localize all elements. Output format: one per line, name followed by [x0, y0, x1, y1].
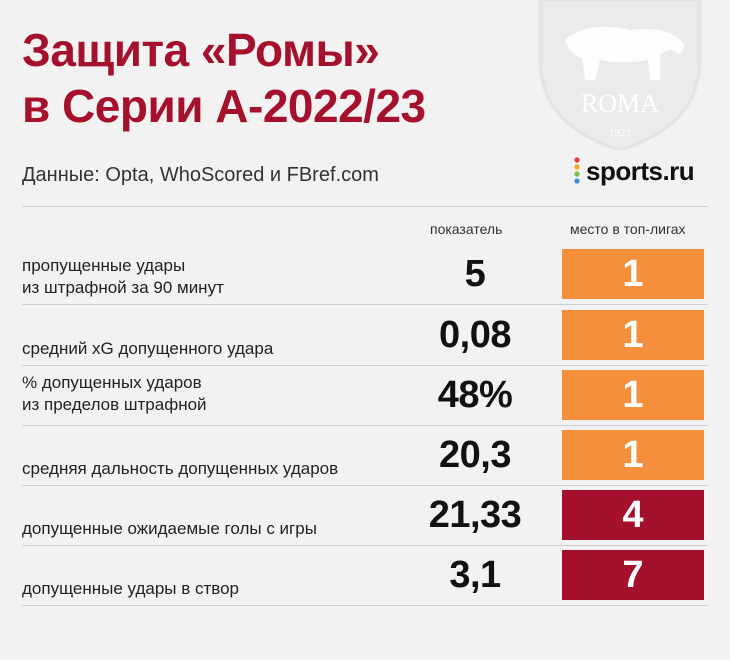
- row-label-line-2: из пределов штрафной: [22, 395, 207, 414]
- title-line-1: Защита «Ромы»: [22, 24, 380, 76]
- row-value: 48%: [437, 374, 513, 416]
- row-value: 0,08: [439, 314, 511, 356]
- row-divider: [22, 605, 708, 606]
- title-line-2: в Серии А-2022/23: [22, 80, 426, 132]
- brand-dots-icon: [574, 156, 580, 184]
- brand-name: sports.ru: [586, 156, 695, 186]
- row-label-line-2: допущенные ожидаемые голы с игры: [22, 519, 317, 538]
- column-header-value: показатель: [430, 221, 503, 237]
- rank-badge: 4: [562, 490, 704, 540]
- row-value: 5: [464, 253, 486, 295]
- row-divider: [22, 304, 708, 305]
- row-label-line-1: пропущенные удары: [22, 256, 186, 275]
- header-divider: [22, 206, 708, 207]
- row-label-line-2: допущенные удары в створ: [22, 579, 239, 598]
- data-source: Данные: Opta, WhoScored и FBref.com: [22, 164, 379, 186]
- table-row: % допущенных ударов из пределов штрафной 4…: [0, 366, 730, 424]
- table-row: пропущенные удары из штрафной за 90 минут…: [0, 245, 730, 303]
- row-divider: [22, 545, 708, 546]
- row-label-line-2: средний xG допущенного удара: [22, 339, 274, 358]
- page-title: Защита «Ромы» в Серии А-2022/23: [22, 22, 426, 134]
- row-divider: [22, 485, 708, 486]
- column-header-rank: место в топ-лигах: [570, 221, 686, 237]
- roma-crest-watermark: ROMA 1927: [538, 0, 702, 150]
- row-label-line-2: средняя дальность допущенных ударов: [22, 459, 339, 478]
- table-row: средняя дальность допущенных ударов 20,3 1: [0, 426, 730, 484]
- row-value: 20,3: [439, 434, 511, 476]
- rank-badge: 1: [562, 310, 704, 360]
- row-value: 3,1: [449, 554, 501, 596]
- table-row: допущенные удары в створ 3,1 7: [0, 546, 730, 604]
- row-label-line-2: из штрафной за 90 минут: [22, 278, 224, 297]
- rank-badge: 1: [562, 370, 704, 420]
- table-row: допущенные ожидаемые голы с игры 21,33 4: [0, 486, 730, 544]
- brand-logo: sports.ru: [572, 156, 695, 187]
- crest-text: ROMA: [581, 89, 659, 118]
- row-divider: [22, 425, 708, 426]
- row-label-line-1: % допущенных ударов: [22, 373, 202, 392]
- row-divider: [22, 365, 708, 366]
- rank-badge: 1: [562, 430, 704, 480]
- rank-badge: 7: [562, 550, 704, 600]
- table-row: средний xG допущенного удара 0,08 1: [0, 306, 730, 364]
- crest-year: 1927: [609, 127, 632, 139]
- rank-badge: 1: [562, 249, 704, 299]
- row-value: 21,33: [428, 494, 522, 536]
